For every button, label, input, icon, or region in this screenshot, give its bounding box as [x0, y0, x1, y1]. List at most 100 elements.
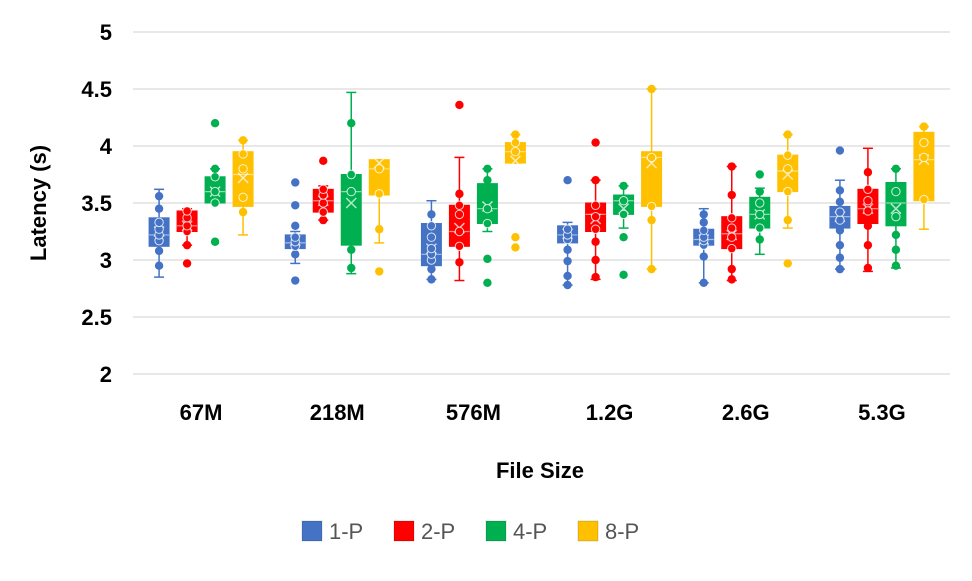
data-point [454, 241, 465, 252]
mean-marker [890, 203, 902, 215]
y-tick-label: 5 [100, 20, 112, 45]
box-2-P-2.6G [721, 162, 743, 284]
box-4-P-67M [204, 119, 226, 246]
x-tick-label: 5.3G [858, 400, 906, 425]
y-tick-label: 3 [100, 248, 112, 273]
box-1-P-2.6G [693, 207, 715, 287]
x-tick-label: 2.6G [722, 400, 770, 425]
box-4-P-1.2G [613, 181, 635, 280]
box-rect [885, 181, 907, 227]
box-2-P-576M [448, 100, 470, 282]
data-point [182, 221, 192, 231]
data-point [919, 194, 929, 205]
legend-swatch [393, 520, 415, 542]
data-point [182, 240, 192, 250]
data-point [699, 210, 708, 219]
legend-swatch [301, 520, 323, 542]
box-1-P-576M [420, 199, 442, 284]
data-point [375, 225, 384, 234]
data-point [919, 152, 929, 163]
data-point [783, 186, 793, 197]
data-point [511, 233, 520, 242]
data-point [347, 245, 356, 254]
data-point [238, 164, 248, 174]
data-point [562, 224, 573, 234]
data-point [755, 223, 765, 233]
box-2-P-5.3G [857, 147, 879, 273]
data-point [483, 254, 492, 264]
data-point [699, 252, 708, 261]
data-point [891, 186, 901, 197]
data-point [863, 196, 873, 206]
box-1-P-218M [284, 178, 306, 285]
data-point [238, 192, 248, 203]
data-point [835, 146, 845, 155]
data-point [210, 172, 220, 182]
data-point [591, 272, 600, 282]
data-point [591, 237, 600, 246]
y-axis-ticks: 2 2.5 3 3.5 4 4.5 5 [81, 20, 112, 387]
mean-marker [345, 197, 357, 209]
data-point [563, 176, 572, 185]
data-point [426, 221, 437, 231]
data-point [699, 218, 708, 227]
data-point [290, 232, 300, 242]
box-1-P-67M [148, 188, 170, 278]
data-point [835, 226, 845, 235]
box-rect [340, 174, 362, 246]
data-point [863, 221, 873, 230]
data-point [835, 186, 845, 195]
data-point [210, 237, 220, 246]
data-point [182, 206, 192, 216]
data-point [590, 224, 601, 234]
mean-marker [509, 155, 521, 167]
data-point [591, 138, 600, 147]
data-point [919, 137, 929, 148]
data-point [783, 215, 792, 225]
data-point [563, 271, 572, 281]
data-point [346, 186, 356, 197]
data-point [455, 189, 464, 199]
data-point [727, 223, 737, 233]
legend-item-1-P: 1-P [301, 519, 363, 544]
data-point [863, 184, 873, 195]
data-point [291, 250, 300, 259]
data-point [318, 198, 328, 208]
data-point [210, 198, 220, 208]
x-tick-label: 576M [446, 400, 501, 425]
data-point [291, 178, 300, 187]
data-point [783, 259, 792, 268]
box-4-P-576M [476, 164, 498, 287]
data-point [238, 149, 248, 159]
data-point [319, 215, 328, 225]
data-point [727, 264, 736, 274]
data-point [346, 169, 356, 180]
data-point [427, 210, 436, 219]
data-point [455, 258, 464, 267]
data-point [863, 206, 873, 216]
data-point [835, 253, 845, 262]
box-8-P-67M [232, 136, 254, 236]
data-point [238, 136, 248, 145]
data-point [755, 209, 765, 220]
data-point [619, 181, 628, 191]
boxes [148, 84, 935, 290]
x-tick-label: 1.2G [586, 400, 634, 425]
legend-item-8-P: 8-P [577, 519, 639, 544]
data-point [426, 232, 437, 242]
box-rect [476, 183, 498, 225]
data-point [318, 207, 328, 217]
data-point [510, 147, 521, 157]
data-point [210, 186, 220, 197]
legend-label: 4-P [513, 519, 547, 544]
legend-label: 8-P [605, 519, 639, 544]
box-4-P-218M [340, 91, 362, 275]
mean-marker [237, 172, 249, 184]
box-8-P-1.2G [641, 84, 663, 274]
data-point [482, 218, 493, 229]
data-point [727, 190, 736, 200]
data-point [618, 196, 629, 206]
data-point [755, 187, 764, 196]
data-point [783, 150, 793, 160]
legend-item-2-P: 2-P [393, 519, 455, 544]
